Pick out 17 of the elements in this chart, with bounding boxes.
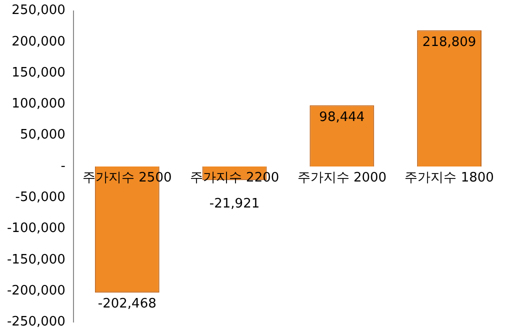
y-tick-label: -50,000	[15, 190, 66, 206]
data-label: 98,444	[319, 110, 365, 126]
y-tick-label: -	[60, 158, 66, 174]
data-label: -21,921	[209, 196, 260, 212]
x-tick-label: 주가지수 2000	[297, 170, 387, 186]
y-tick-label: 200,000	[12, 34, 66, 50]
data-label: -202,468	[98, 296, 156, 312]
y-tick-label: -150,000	[6, 252, 66, 268]
y-tick-label: 100,000	[12, 96, 66, 112]
data-label: 218,809	[422, 35, 476, 50]
y-tick-label: 250,000	[12, 3, 66, 18]
y-tick-label: 50,000	[20, 128, 66, 143]
y-tick-label: -200,000	[6, 283, 66, 298]
y-tick-label: -100,000	[6, 221, 66, 236]
x-tick-label: 주가지수 1800	[404, 170, 494, 186]
y-tick-label: 150,000	[12, 65, 66, 80]
y-tick-label: -250,000	[6, 314, 66, 330]
